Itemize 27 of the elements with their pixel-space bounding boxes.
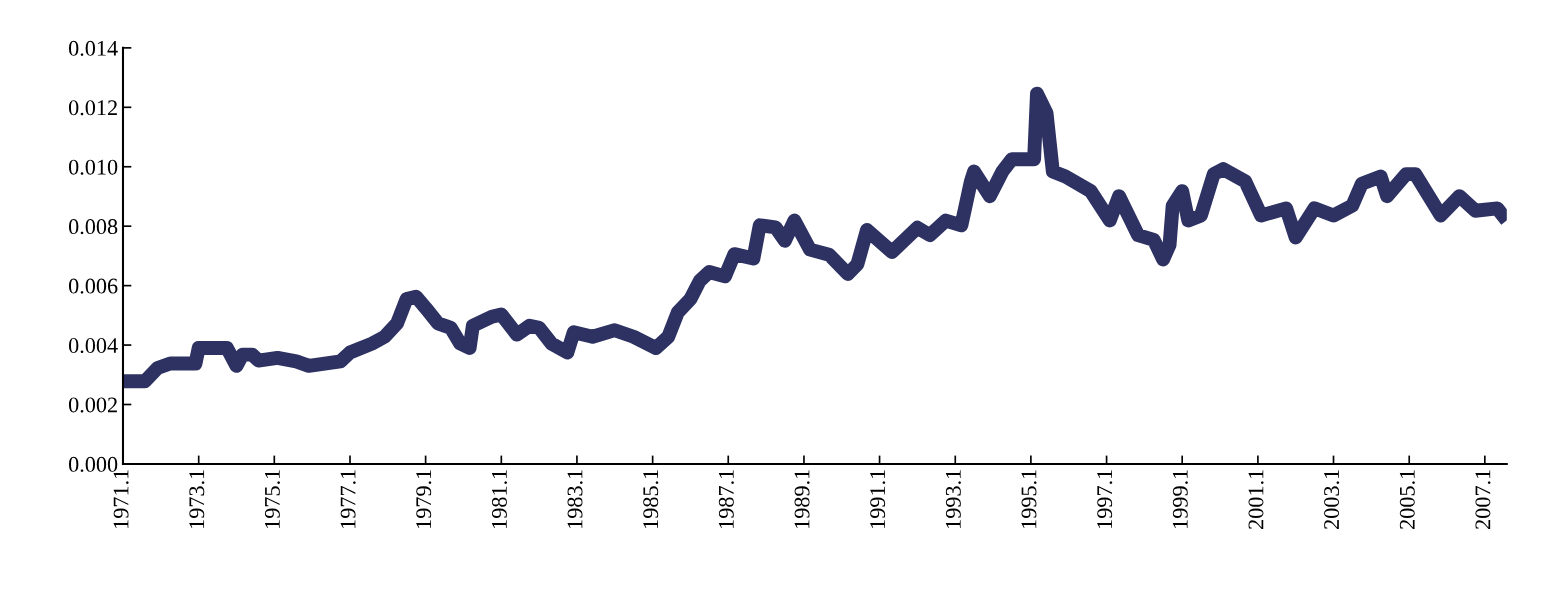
y-tick-label: 0.010 (68, 159, 118, 175)
x-tick-label: 1989.1 (794, 470, 810, 528)
x-tick-label: 1993.1 (945, 470, 961, 528)
x-tick-label: 2001.1 (1248, 470, 1264, 529)
x-tick-label: 2005.1 (1399, 470, 1415, 529)
y-tick-label: 0.014 (68, 40, 118, 56)
y-tick-label: 0.008 (68, 219, 118, 235)
x-tick-label: 1983.1 (567, 470, 583, 528)
x-tick-label: 1971.1 (113, 470, 129, 528)
y-tick-label: 0.012 (68, 100, 117, 116)
y-tick-label: 0.002 (68, 397, 117, 413)
x-tick-label: 1995.1 (1021, 470, 1037, 528)
x-tick-label: 1973.1 (189, 470, 205, 528)
x-tick-label: 1999.1 (1172, 470, 1188, 528)
x-tick-label: 1997.1 (1097, 470, 1113, 528)
x-tick-label: 1991.1 (870, 470, 886, 528)
y-tick-label: 0.006 (68, 278, 118, 294)
x-tick-label: 1977.1 (340, 470, 356, 528)
x-tick-label: 1979.1 (416, 470, 432, 528)
x-tick-label: 1985.1 (643, 470, 659, 528)
x-tick-label: 2003.1 (1324, 470, 1340, 529)
x-tick-label: 1975.1 (264, 470, 280, 528)
x-tick-label: 1987.1 (718, 470, 734, 528)
x-tick-label: 2007.1 (1475, 470, 1491, 529)
y-tick-label: 0.000 (68, 456, 118, 472)
y-tick-label: 0.004 (68, 337, 118, 354)
x-tick-label: 1981.1 (491, 470, 507, 528)
